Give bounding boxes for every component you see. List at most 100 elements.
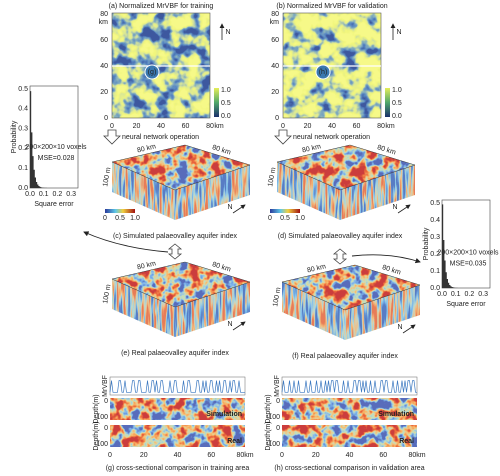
panel-title: (a) Normalized MrVBF for training xyxy=(109,3,214,10)
block-caption: (d) Simulated palaeovalley aquifer index xyxy=(278,233,403,240)
section-tag: Simulation xyxy=(378,411,414,418)
voxel-note: 200×200×10 voxels xyxy=(25,144,87,151)
y-tick-label: 80 xyxy=(100,11,108,18)
mrvbf-line xyxy=(281,380,417,393)
x-tick-label: 20 xyxy=(304,123,312,130)
depth-tick: 100 xyxy=(96,414,108,421)
y-tick-label: 0.1 xyxy=(18,165,28,172)
block-top-face xyxy=(282,265,420,310)
block-outline xyxy=(111,261,251,308)
curved-arrow xyxy=(351,254,421,264)
depth-label: 100 m xyxy=(272,287,282,308)
colorbar xyxy=(105,209,135,213)
length-label: 80 km xyxy=(137,143,157,154)
depth-tick: 100 xyxy=(268,441,280,448)
colorbar-tick: 0.5 xyxy=(280,215,290,222)
section-tag: Simulation xyxy=(206,411,242,418)
colorbar-tick: 1.0 xyxy=(221,87,231,94)
x-unit: km xyxy=(385,123,395,130)
depth-tick: 0 xyxy=(104,425,108,432)
block-right-face xyxy=(345,285,420,340)
depth-label: Depth(m) xyxy=(93,394,100,423)
x-tick-label: 0.3 xyxy=(66,191,76,198)
section-tag: Real xyxy=(399,438,414,445)
depth-label: Depth(m) xyxy=(265,394,272,423)
colorbar-tick: 1.0 xyxy=(295,215,305,222)
y-tick-label: 0.1 xyxy=(430,268,440,275)
x-tick-label: 80 xyxy=(206,123,214,130)
x-tick-label: 80km xyxy=(408,452,425,459)
block-right-face xyxy=(175,165,250,220)
x-tick-label: 20 xyxy=(312,452,320,459)
block-left-face xyxy=(112,162,175,220)
x-tick-label: 0.2 xyxy=(53,191,63,198)
x-tick-label: 40 xyxy=(157,123,165,130)
hist-bars xyxy=(30,91,47,188)
depth-label: Depth(m) xyxy=(265,421,272,450)
axis-title: Probability xyxy=(423,227,430,260)
x-tick-label: 60 xyxy=(207,452,215,459)
y-tick-label: 0.0 xyxy=(18,185,28,192)
x-tick-label: 40 xyxy=(174,452,182,459)
block-caption: (c) Simulated palaeovalley aquifer index xyxy=(113,233,238,240)
north-arrow xyxy=(402,324,416,334)
length-label: 80 km xyxy=(302,143,322,154)
section-marker xyxy=(144,64,160,80)
axis-title: Probability xyxy=(11,120,18,153)
x-tick-label: 20 xyxy=(140,452,148,459)
colorbar-tick: 0.5 xyxy=(221,100,231,107)
double-arrow xyxy=(167,243,183,260)
block-caption: (f) Real palaeovalley aquifer index xyxy=(292,353,398,360)
depth-label: 100 m xyxy=(267,167,277,188)
x-tick-label: 60 xyxy=(353,123,361,130)
hist-bars xyxy=(442,204,459,288)
colorbar-tick: 0.5 xyxy=(115,215,125,222)
section-image xyxy=(110,398,245,420)
y-unit: km xyxy=(270,19,280,26)
depth-label: Depth(m) xyxy=(93,421,100,450)
x-tick-label: 60 xyxy=(379,452,387,459)
double-arrow xyxy=(332,248,348,265)
mrvbf-label: MrVBF xyxy=(274,375,281,397)
north-label: N xyxy=(227,321,232,328)
x-tick-label: 0.3 xyxy=(478,291,488,298)
block-left-face xyxy=(112,279,175,337)
y-unit: km xyxy=(99,19,109,26)
depth-tick: 100 xyxy=(96,441,108,448)
x-tick-label: 0 xyxy=(108,452,112,459)
north-label: N xyxy=(225,29,230,36)
x-tick-label: 0.0 xyxy=(437,291,447,298)
x-tick-label: 0 xyxy=(110,123,114,130)
block-caption: (e) Real palaeovalley aquifer index xyxy=(121,350,229,357)
marker-label: (g) xyxy=(148,69,157,76)
marker-label: (h) xyxy=(319,69,328,76)
colorbar-tick: 0 xyxy=(103,215,107,222)
x-tick-label: 80km xyxy=(236,452,253,459)
x-tick-label: 0.2 xyxy=(465,291,475,298)
colorbar-tick: 0.0 xyxy=(392,113,402,120)
block-top-face xyxy=(112,145,250,190)
block-outline xyxy=(281,264,421,311)
north-arrow xyxy=(232,321,246,331)
hist-frame xyxy=(29,85,79,189)
depth-tick: 0 xyxy=(276,425,280,432)
depth-label: 100 m xyxy=(102,167,112,188)
colorbar xyxy=(214,88,219,117)
colorbar-tick: 0 xyxy=(268,215,272,222)
mrvbf-plot xyxy=(109,376,246,396)
x-tick-label: 40 xyxy=(346,452,354,459)
north-label: N xyxy=(392,204,397,211)
y-tick-label: 0.3 xyxy=(430,234,440,241)
y-tick-label: 80 xyxy=(271,11,279,18)
block-right-face xyxy=(340,165,415,220)
block-outline xyxy=(111,144,251,191)
block-left-face xyxy=(277,162,340,220)
section-marker xyxy=(315,64,331,80)
block-top-face xyxy=(277,145,415,190)
mrvbf-line xyxy=(109,380,245,393)
mrvbf-label: MrVBF xyxy=(102,375,109,397)
section-caption: (h) cross-sectional comparison in valida… xyxy=(274,465,424,472)
y-tick-label: 0 xyxy=(275,115,279,122)
y-tick-label: 40 xyxy=(100,63,108,70)
y-tick-label: 40 xyxy=(271,63,279,70)
